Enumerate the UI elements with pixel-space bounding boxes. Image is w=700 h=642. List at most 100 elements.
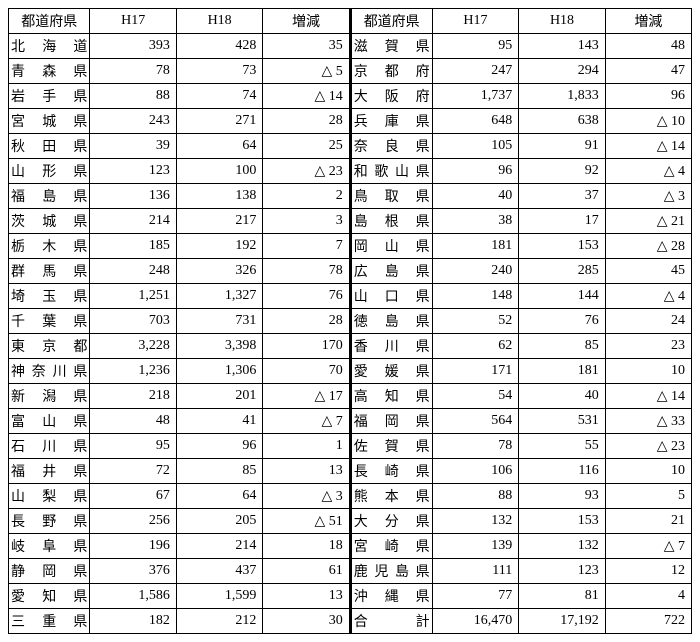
h17-cell: 648 bbox=[432, 109, 519, 134]
h17-cell: 38 bbox=[432, 209, 519, 234]
h17-cell: 48 bbox=[90, 409, 176, 434]
table-row: 長野県256205△ 51 bbox=[9, 509, 350, 534]
h17-cell: 136 bbox=[90, 184, 176, 209]
table-row: 合計16,47017,192722 bbox=[351, 609, 692, 634]
h17-cell: 77 bbox=[432, 584, 519, 609]
h17-cell: 1,586 bbox=[90, 584, 176, 609]
diff-cell: △ 10 bbox=[605, 109, 691, 134]
pref-cell: 山口県 bbox=[351, 284, 432, 309]
h18-cell: 92 bbox=[519, 159, 606, 184]
pref-cell: 茨城県 bbox=[9, 209, 90, 234]
table-row: 富山県4841△ 7 bbox=[9, 409, 350, 434]
table-row: 三重県18221230 bbox=[9, 609, 350, 634]
table-row: 秋田県396425 bbox=[9, 134, 350, 159]
h17-cell: 214 bbox=[90, 209, 176, 234]
h17-cell: 78 bbox=[90, 59, 176, 84]
h17-cell: 40 bbox=[432, 184, 519, 209]
h18-cell: 144 bbox=[519, 284, 606, 309]
diff-cell: △ 4 bbox=[605, 159, 691, 184]
table-row: 岩手県8874△ 14 bbox=[9, 84, 350, 109]
diff-cell: 170 bbox=[263, 334, 349, 359]
pref-cell: 岡山県 bbox=[351, 234, 432, 259]
h17-cell: 171 bbox=[432, 359, 519, 384]
pref-cell: 合計 bbox=[351, 609, 432, 634]
h18-cell: 531 bbox=[519, 409, 606, 434]
h18-cell: 143 bbox=[519, 34, 606, 59]
pref-cell: 奈良県 bbox=[351, 134, 432, 159]
h17-cell: 67 bbox=[90, 484, 176, 509]
h18-cell: 1,599 bbox=[176, 584, 262, 609]
h17-cell: 39 bbox=[90, 134, 176, 159]
diff-cell: △ 3 bbox=[263, 484, 349, 509]
pref-cell: 大阪府 bbox=[351, 84, 432, 109]
h17-cell: 123 bbox=[90, 159, 176, 184]
diff-cell: △ 33 bbox=[605, 409, 691, 434]
table-row: 山口県148144△ 4 bbox=[351, 284, 692, 309]
table-container: 都道府県 H17 H18 増減 北海道39342835青森県7873△ 5岩手県… bbox=[8, 8, 692, 634]
h18-cell: 437 bbox=[176, 559, 262, 584]
diff-cell: △ 14 bbox=[605, 384, 691, 409]
diff-cell: 13 bbox=[263, 584, 349, 609]
diff-cell: △ 28 bbox=[605, 234, 691, 259]
table-row: 長崎県10611610 bbox=[351, 459, 692, 484]
header-diff: 増減 bbox=[263, 9, 349, 34]
pref-cell: 岐阜県 bbox=[9, 534, 90, 559]
h18-cell: 731 bbox=[176, 309, 262, 334]
diff-cell: 2 bbox=[263, 184, 349, 209]
table-row: 北海道39342835 bbox=[9, 34, 350, 59]
diff-cell: △ 14 bbox=[263, 84, 349, 109]
h18-cell: 91 bbox=[519, 134, 606, 159]
pref-cell: 愛知県 bbox=[9, 584, 90, 609]
table-row: 埼玉県1,2511,32776 bbox=[9, 284, 350, 309]
h18-cell: 85 bbox=[519, 334, 606, 359]
h17-cell: 106 bbox=[432, 459, 519, 484]
pref-cell: 鹿児島県 bbox=[351, 559, 432, 584]
diff-cell: 48 bbox=[605, 34, 691, 59]
table-row: 和歌山県9692△ 4 bbox=[351, 159, 692, 184]
h17-cell: 96 bbox=[432, 159, 519, 184]
diff-cell: △ 17 bbox=[263, 384, 349, 409]
h18-cell: 100 bbox=[176, 159, 262, 184]
header-h18: H18 bbox=[519, 9, 606, 34]
h17-cell: 393 bbox=[90, 34, 176, 59]
pref-cell: 京都府 bbox=[351, 59, 432, 84]
pref-cell: 兵庫県 bbox=[351, 109, 432, 134]
diff-cell: △ 7 bbox=[605, 534, 691, 559]
diff-cell: 28 bbox=[263, 309, 349, 334]
table-row: 山形県123100△ 23 bbox=[9, 159, 350, 184]
pref-cell: 東京都 bbox=[9, 334, 90, 359]
pref-cell: 愛媛県 bbox=[351, 359, 432, 384]
diff-cell: △ 23 bbox=[605, 434, 691, 459]
header-pref: 都道府県 bbox=[9, 9, 90, 34]
h18-cell: 85 bbox=[176, 459, 262, 484]
table-row: 沖縄県77814 bbox=[351, 584, 692, 609]
h17-cell: 52 bbox=[432, 309, 519, 334]
diff-cell: 18 bbox=[263, 534, 349, 559]
table-row: 宮崎県139132△ 7 bbox=[351, 534, 692, 559]
table-row: 福井県728513 bbox=[9, 459, 350, 484]
pref-cell: 山梨県 bbox=[9, 484, 90, 509]
pref-cell: 福島県 bbox=[9, 184, 90, 209]
h18-cell: 3,398 bbox=[176, 334, 262, 359]
diff-cell: 24 bbox=[605, 309, 691, 334]
table-row: 島根県3817△ 21 bbox=[351, 209, 692, 234]
pref-cell: 長野県 bbox=[9, 509, 90, 534]
table-row: 神奈川県1,2361,30670 bbox=[9, 359, 350, 384]
h18-cell: 138 bbox=[176, 184, 262, 209]
table-row: 新潟県218201△ 17 bbox=[9, 384, 350, 409]
table-row: 奈良県10591△ 14 bbox=[351, 134, 692, 159]
table-row: 高知県5440△ 14 bbox=[351, 384, 692, 409]
diff-cell: △ 3 bbox=[605, 184, 691, 209]
header-row: 都道府県 H17 H18 増減 bbox=[351, 9, 692, 34]
diff-cell: △ 21 bbox=[605, 209, 691, 234]
pref-cell: 宮城県 bbox=[9, 109, 90, 134]
table-row: 岐阜県19621418 bbox=[9, 534, 350, 559]
diff-cell: 76 bbox=[263, 284, 349, 309]
h18-cell: 428 bbox=[176, 34, 262, 59]
pref-cell: 広島県 bbox=[351, 259, 432, 284]
pref-cell: 福井県 bbox=[9, 459, 90, 484]
h18-cell: 74 bbox=[176, 84, 262, 109]
pref-cell: 青森県 bbox=[9, 59, 90, 84]
h17-cell: 95 bbox=[432, 34, 519, 59]
table-row: 宮城県24327128 bbox=[9, 109, 350, 134]
